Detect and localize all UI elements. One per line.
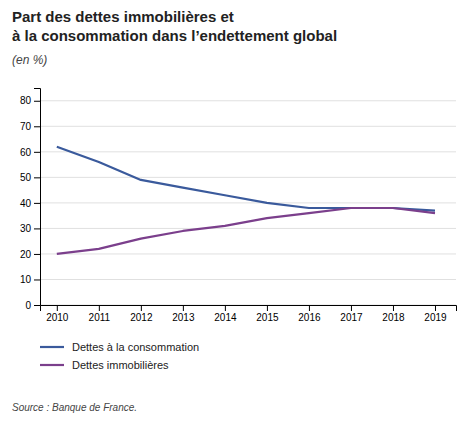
y-tick-label: 0 bbox=[25, 300, 31, 311]
x-tick: 2016 bbox=[298, 305, 321, 323]
y-tick-label: 20 bbox=[20, 249, 32, 260]
y-tick-mark bbox=[34, 177, 40, 178]
x-tick-label: 2019 bbox=[424, 312, 447, 323]
x-tick-mark bbox=[141, 305, 142, 311]
grid-line bbox=[40, 177, 456, 178]
title: Part des dettes immobilières et bbox=[12, 8, 234, 25]
series-line bbox=[57, 208, 435, 254]
x-tick-label: 2010 bbox=[46, 312, 69, 323]
subtitle: (en %) bbox=[12, 53, 47, 67]
y-tick: 50 bbox=[20, 172, 40, 183]
lines bbox=[57, 147, 435, 254]
y-tick-mark bbox=[34, 152, 40, 153]
x-axis: 2010 2011 2012 2013 2014 2015 2016 2017 2018 2019 bbox=[41, 305, 457, 323]
x-tick-mark bbox=[351, 305, 352, 311]
x-tick: 2013 bbox=[172, 305, 195, 323]
y-tick-mark bbox=[34, 254, 40, 255]
y-tick: 10 bbox=[20, 274, 40, 285]
x-tick: 2011 bbox=[89, 305, 111, 323]
x-tick-label: 2018 bbox=[382, 312, 405, 323]
x-tick-mark bbox=[183, 305, 184, 311]
y-tick-label: 10 bbox=[20, 274, 32, 285]
legend-item: Dettes immobilières bbox=[40, 359, 169, 371]
y-axis: 0 10 20 30 40 50 60 70 80 bbox=[20, 89, 41, 311]
legend-label: Dettes immobilières bbox=[72, 359, 169, 371]
y-tick-mark bbox=[34, 305, 40, 306]
x-tick-label: 2017 bbox=[340, 312, 363, 323]
y-tick-label: 70 bbox=[20, 121, 32, 132]
y-tick-label: 80 bbox=[20, 95, 32, 106]
y-tick: 80 bbox=[20, 95, 40, 106]
x-tick: 2018 bbox=[382, 305, 405, 323]
grid bbox=[40, 101, 456, 305]
series-line bbox=[57, 147, 435, 211]
y-tick-mark bbox=[34, 279, 40, 280]
y-tick-mark bbox=[34, 126, 40, 127]
y-tick-label: 50 bbox=[20, 172, 32, 183]
x-tick: 2019 bbox=[424, 305, 447, 323]
grid-line bbox=[40, 100, 456, 101]
legend-item: Dettes à la consommation bbox=[40, 341, 199, 353]
grid-line bbox=[40, 126, 456, 127]
y-tick: 20 bbox=[20, 249, 40, 260]
y-tick: 40 bbox=[20, 198, 40, 209]
y-tick-label: 60 bbox=[20, 147, 32, 158]
x-tick-mark bbox=[57, 305, 58, 311]
y-tick-label: 30 bbox=[20, 223, 32, 234]
y-tick: 70 bbox=[20, 121, 40, 132]
legend-swatch bbox=[40, 346, 64, 348]
legend-swatch bbox=[40, 364, 64, 366]
x-tick-label: 2011 bbox=[89, 312, 111, 323]
x-tick: 2015 bbox=[256, 305, 279, 323]
x-tick-mark bbox=[393, 305, 394, 311]
y-tick-label: 40 bbox=[20, 198, 32, 209]
legend-label: Dettes à la consommation bbox=[72, 341, 199, 353]
x-tick: 2017 bbox=[340, 305, 363, 323]
chart: Part des dettes immobilières et à la cons… bbox=[0, 0, 472, 423]
x-tick: 2014 bbox=[214, 305, 237, 323]
x-axis-line bbox=[41, 306, 457, 312]
title: à la consommation dans l’endettement glo… bbox=[12, 27, 337, 44]
grid-line bbox=[40, 202, 456, 203]
x-tick-mark bbox=[435, 305, 436, 311]
y-axis-line bbox=[34, 89, 41, 306]
grid-line bbox=[40, 253, 456, 254]
x-tick-label: 2016 bbox=[298, 312, 321, 323]
plot: 2010201120122013201420152016201720182019… bbox=[20, 89, 457, 324]
y-tick-mark bbox=[34, 101, 40, 102]
grid-line bbox=[40, 151, 456, 152]
grid-line bbox=[40, 279, 456, 280]
x-tick-mark bbox=[309, 305, 310, 311]
x-tick: 2010 bbox=[46, 305, 69, 323]
y-tick-mark bbox=[34, 228, 40, 229]
y-tick: 30 bbox=[20, 223, 40, 234]
x-tick: 2012 bbox=[130, 305, 153, 323]
y-tick: 60 bbox=[20, 147, 40, 158]
x-tick-label: 2015 bbox=[256, 312, 279, 323]
grid-line bbox=[40, 228, 456, 229]
x-tick-label: 2012 bbox=[130, 312, 153, 323]
annotation: Source : Banque de France. bbox=[12, 402, 137, 413]
x-tick-mark bbox=[267, 305, 268, 311]
y-tick-mark bbox=[34, 203, 40, 204]
x-tick-label: 2013 bbox=[172, 312, 195, 323]
legend: Dettes à la consommation Dettes immobiliè… bbox=[40, 341, 199, 371]
y-tick: 0 bbox=[25, 300, 40, 311]
x-tick-mark bbox=[99, 305, 100, 311]
x-tick-label: 2014 bbox=[214, 312, 237, 323]
x-tick-mark bbox=[225, 305, 226, 311]
